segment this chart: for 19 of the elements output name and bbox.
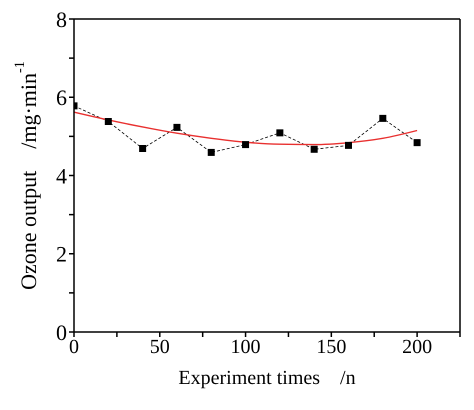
y-tick-label: 8 xyxy=(56,6,67,32)
point xyxy=(276,129,284,136)
point xyxy=(208,148,215,156)
point xyxy=(242,141,250,148)
x-axis-title: Experiment times /n xyxy=(178,367,356,389)
point xyxy=(379,114,386,122)
point xyxy=(139,145,146,152)
point xyxy=(173,124,180,131)
y-tick-label: 2 xyxy=(56,242,67,267)
x-tick-label: 150 xyxy=(316,336,346,358)
point xyxy=(310,146,318,153)
point xyxy=(414,139,421,146)
x-tick-label: 200 xyxy=(402,336,432,358)
point xyxy=(344,142,352,149)
y-tick-label: 4 xyxy=(56,163,67,188)
x-tick-label: 50 xyxy=(150,336,170,358)
x-tick-label: 100 xyxy=(230,336,261,358)
y-tick-label: 6 xyxy=(56,85,67,110)
point xyxy=(104,118,112,126)
